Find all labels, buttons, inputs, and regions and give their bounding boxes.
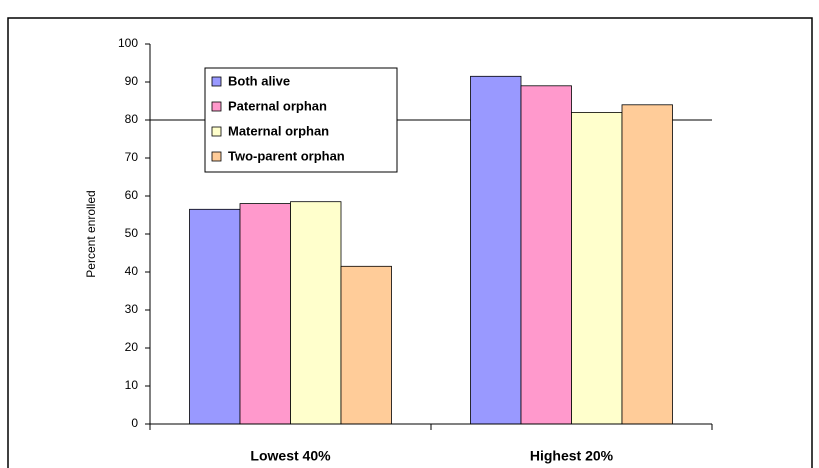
bar xyxy=(470,75,522,425)
x-tick-label: Lowest 40% xyxy=(250,448,331,464)
bar xyxy=(290,201,342,425)
legend-swatch xyxy=(211,101,222,112)
y-tick-label: 20 xyxy=(125,340,139,354)
y-tick-label: 10 xyxy=(125,378,139,392)
y-tick-label: 90 xyxy=(125,74,139,88)
legend-box xyxy=(204,67,398,173)
bar xyxy=(520,85,572,425)
legend-swatch xyxy=(211,151,222,162)
y-tick-label: 60 xyxy=(125,188,139,202)
legend-label: Both alive xyxy=(228,73,290,88)
legend-swatch xyxy=(211,76,222,87)
y-axis-label: Percent enrolled xyxy=(84,190,98,277)
y-tick-label: 40 xyxy=(125,264,139,278)
y-tick-label: 30 xyxy=(125,302,139,316)
bar xyxy=(239,203,291,425)
x-tick-label: Highest 20% xyxy=(530,448,614,464)
chart-frame xyxy=(7,17,813,468)
bar xyxy=(621,104,673,425)
legend-label: Two-parent orphan xyxy=(228,148,345,163)
y-tick-label: 70 xyxy=(125,150,139,164)
bar xyxy=(189,208,241,425)
bar xyxy=(571,112,623,425)
legend-label: Paternal orphan xyxy=(228,98,327,113)
legend-label: Maternal orphan xyxy=(228,123,329,138)
y-tick-label: 100 xyxy=(118,36,138,50)
y-tick-label: 80 xyxy=(125,112,139,126)
legend-swatch xyxy=(211,126,222,137)
bar xyxy=(340,265,392,425)
y-tick-label: 50 xyxy=(125,226,139,240)
y-tick-label: 0 xyxy=(131,416,138,430)
